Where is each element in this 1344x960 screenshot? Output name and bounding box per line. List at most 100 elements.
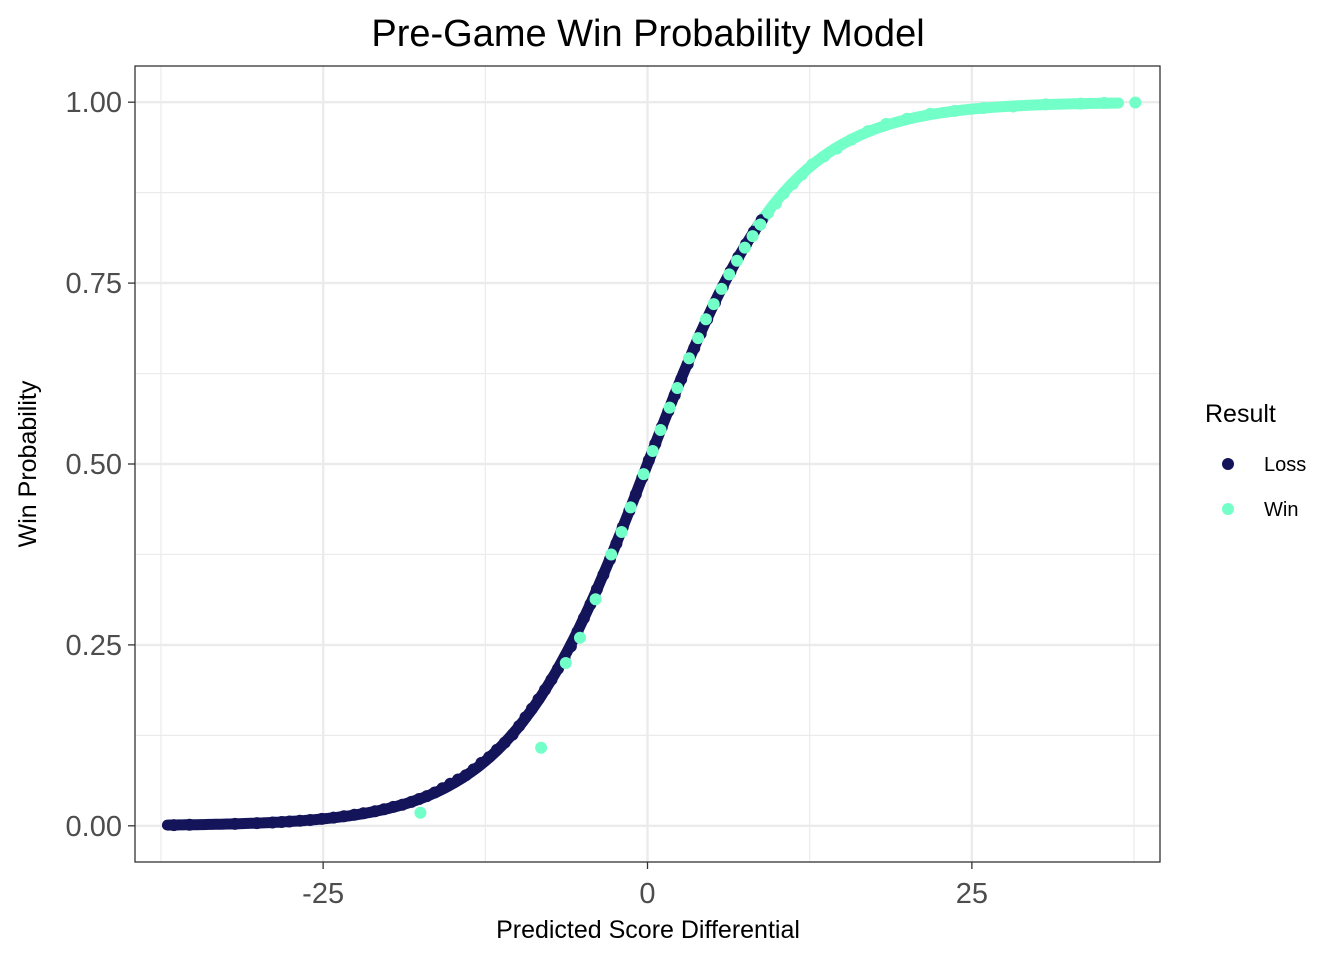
x-axis-title: Predicted Score Differential — [496, 916, 800, 944]
point-loss — [167, 819, 180, 832]
win-band — [752, 97, 1124, 232]
y-tick-label: 1.00 — [66, 87, 122, 119]
point-loss — [597, 568, 610, 581]
point-win — [738, 241, 751, 254]
point-loss — [228, 817, 241, 830]
x-tick-label: -25 — [302, 878, 344, 910]
y-axis: 0.00 0.25 0.50 0.75 1.00 — [66, 87, 135, 843]
point-loss — [532, 693, 545, 706]
point-win — [535, 741, 548, 754]
point-win — [646, 445, 659, 457]
point-win — [707, 298, 720, 311]
point-win — [683, 352, 695, 365]
point-loss — [327, 811, 340, 824]
plot-panel — [134, 65, 1161, 863]
point-win — [862, 125, 875, 138]
point-loss — [590, 583, 603, 596]
point-loss — [545, 673, 558, 686]
point-win — [731, 254, 743, 267]
y-tick-label: 0.25 — [66, 630, 122, 662]
y-axis-title: Win Probability — [14, 380, 42, 547]
point-loss — [539, 683, 551, 696]
point-win — [692, 332, 705, 345]
point-loss — [396, 798, 409, 811]
point-loss — [337, 810, 350, 823]
point-loss — [315, 812, 328, 825]
point-win — [777, 187, 790, 200]
x-tick-label: 0 — [639, 878, 655, 910]
point-win — [901, 112, 913, 125]
point-win — [754, 218, 767, 231]
point-loss — [513, 720, 526, 732]
point-win — [762, 206, 775, 219]
x-axis: -25 0 25 — [302, 862, 988, 910]
point-loss — [293, 814, 306, 827]
y-tick-label: 0.00 — [66, 811, 122, 843]
legend-key-win — [1222, 503, 1234, 515]
point-loss — [283, 815, 296, 828]
point-loss — [183, 818, 196, 831]
legend-label-win: Win — [1264, 499, 1298, 521]
point-win — [615, 526, 628, 538]
point-win — [414, 806, 427, 819]
point-loss — [369, 805, 381, 818]
point-win — [1039, 98, 1052, 111]
point-loss — [498, 736, 511, 749]
point-win — [699, 313, 712, 326]
point-win — [924, 107, 937, 120]
point-win — [1098, 96, 1111, 109]
point-loss — [304, 814, 317, 826]
point-loss — [357, 807, 370, 820]
point-win — [671, 382, 684, 394]
point-loss — [251, 817, 263, 830]
legend-key-loss — [1222, 458, 1234, 470]
point-win — [1074, 97, 1087, 110]
point-loss — [642, 454, 655, 467]
point-win — [663, 401, 676, 414]
point-win — [715, 282, 728, 295]
point-win — [830, 142, 843, 155]
point-win — [605, 548, 618, 561]
point-win — [977, 102, 990, 114]
point-win — [880, 117, 893, 130]
point-win — [949, 104, 961, 117]
point-win — [818, 150, 830, 163]
point-loss — [348, 808, 361, 821]
point-win — [845, 133, 858, 146]
point-win — [637, 468, 650, 481]
point-loss — [506, 728, 519, 741]
point-win — [1007, 100, 1020, 113]
point-loss — [519, 711, 532, 724]
legend-label-loss: Loss — [1264, 454, 1306, 476]
legend: Result Loss Win — [1205, 400, 1306, 521]
chart-title: Pre-Game Win Probability Model — [371, 13, 924, 55]
point-loss — [387, 800, 400, 813]
point-loss — [610, 537, 623, 550]
point-loss — [526, 702, 538, 715]
point-win — [574, 631, 586, 644]
point-win — [723, 268, 736, 281]
point-loss — [266, 816, 279, 829]
point-loss — [629, 488, 642, 501]
point-loss — [378, 803, 391, 816]
y-tick-label: 0.75 — [66, 268, 122, 300]
point-win — [624, 501, 637, 514]
point-loss — [688, 342, 701, 355]
point-win — [746, 230, 759, 243]
point-win — [806, 158, 819, 171]
point-loss — [483, 751, 496, 764]
point-loss — [577, 612, 590, 625]
point-loss — [564, 640, 577, 653]
point-win — [795, 168, 808, 181]
point-win — [1129, 96, 1142, 109]
y-tick-label: 0.50 — [66, 449, 122, 481]
point-loss — [491, 743, 503, 756]
x-tick-label: 25 — [956, 878, 988, 910]
data-points — [167, 96, 1142, 832]
point-win — [589, 593, 602, 606]
point-win — [654, 424, 667, 436]
point-win — [559, 657, 572, 669]
point-win — [786, 178, 799, 190]
legend-title: Result — [1205, 400, 1276, 428]
